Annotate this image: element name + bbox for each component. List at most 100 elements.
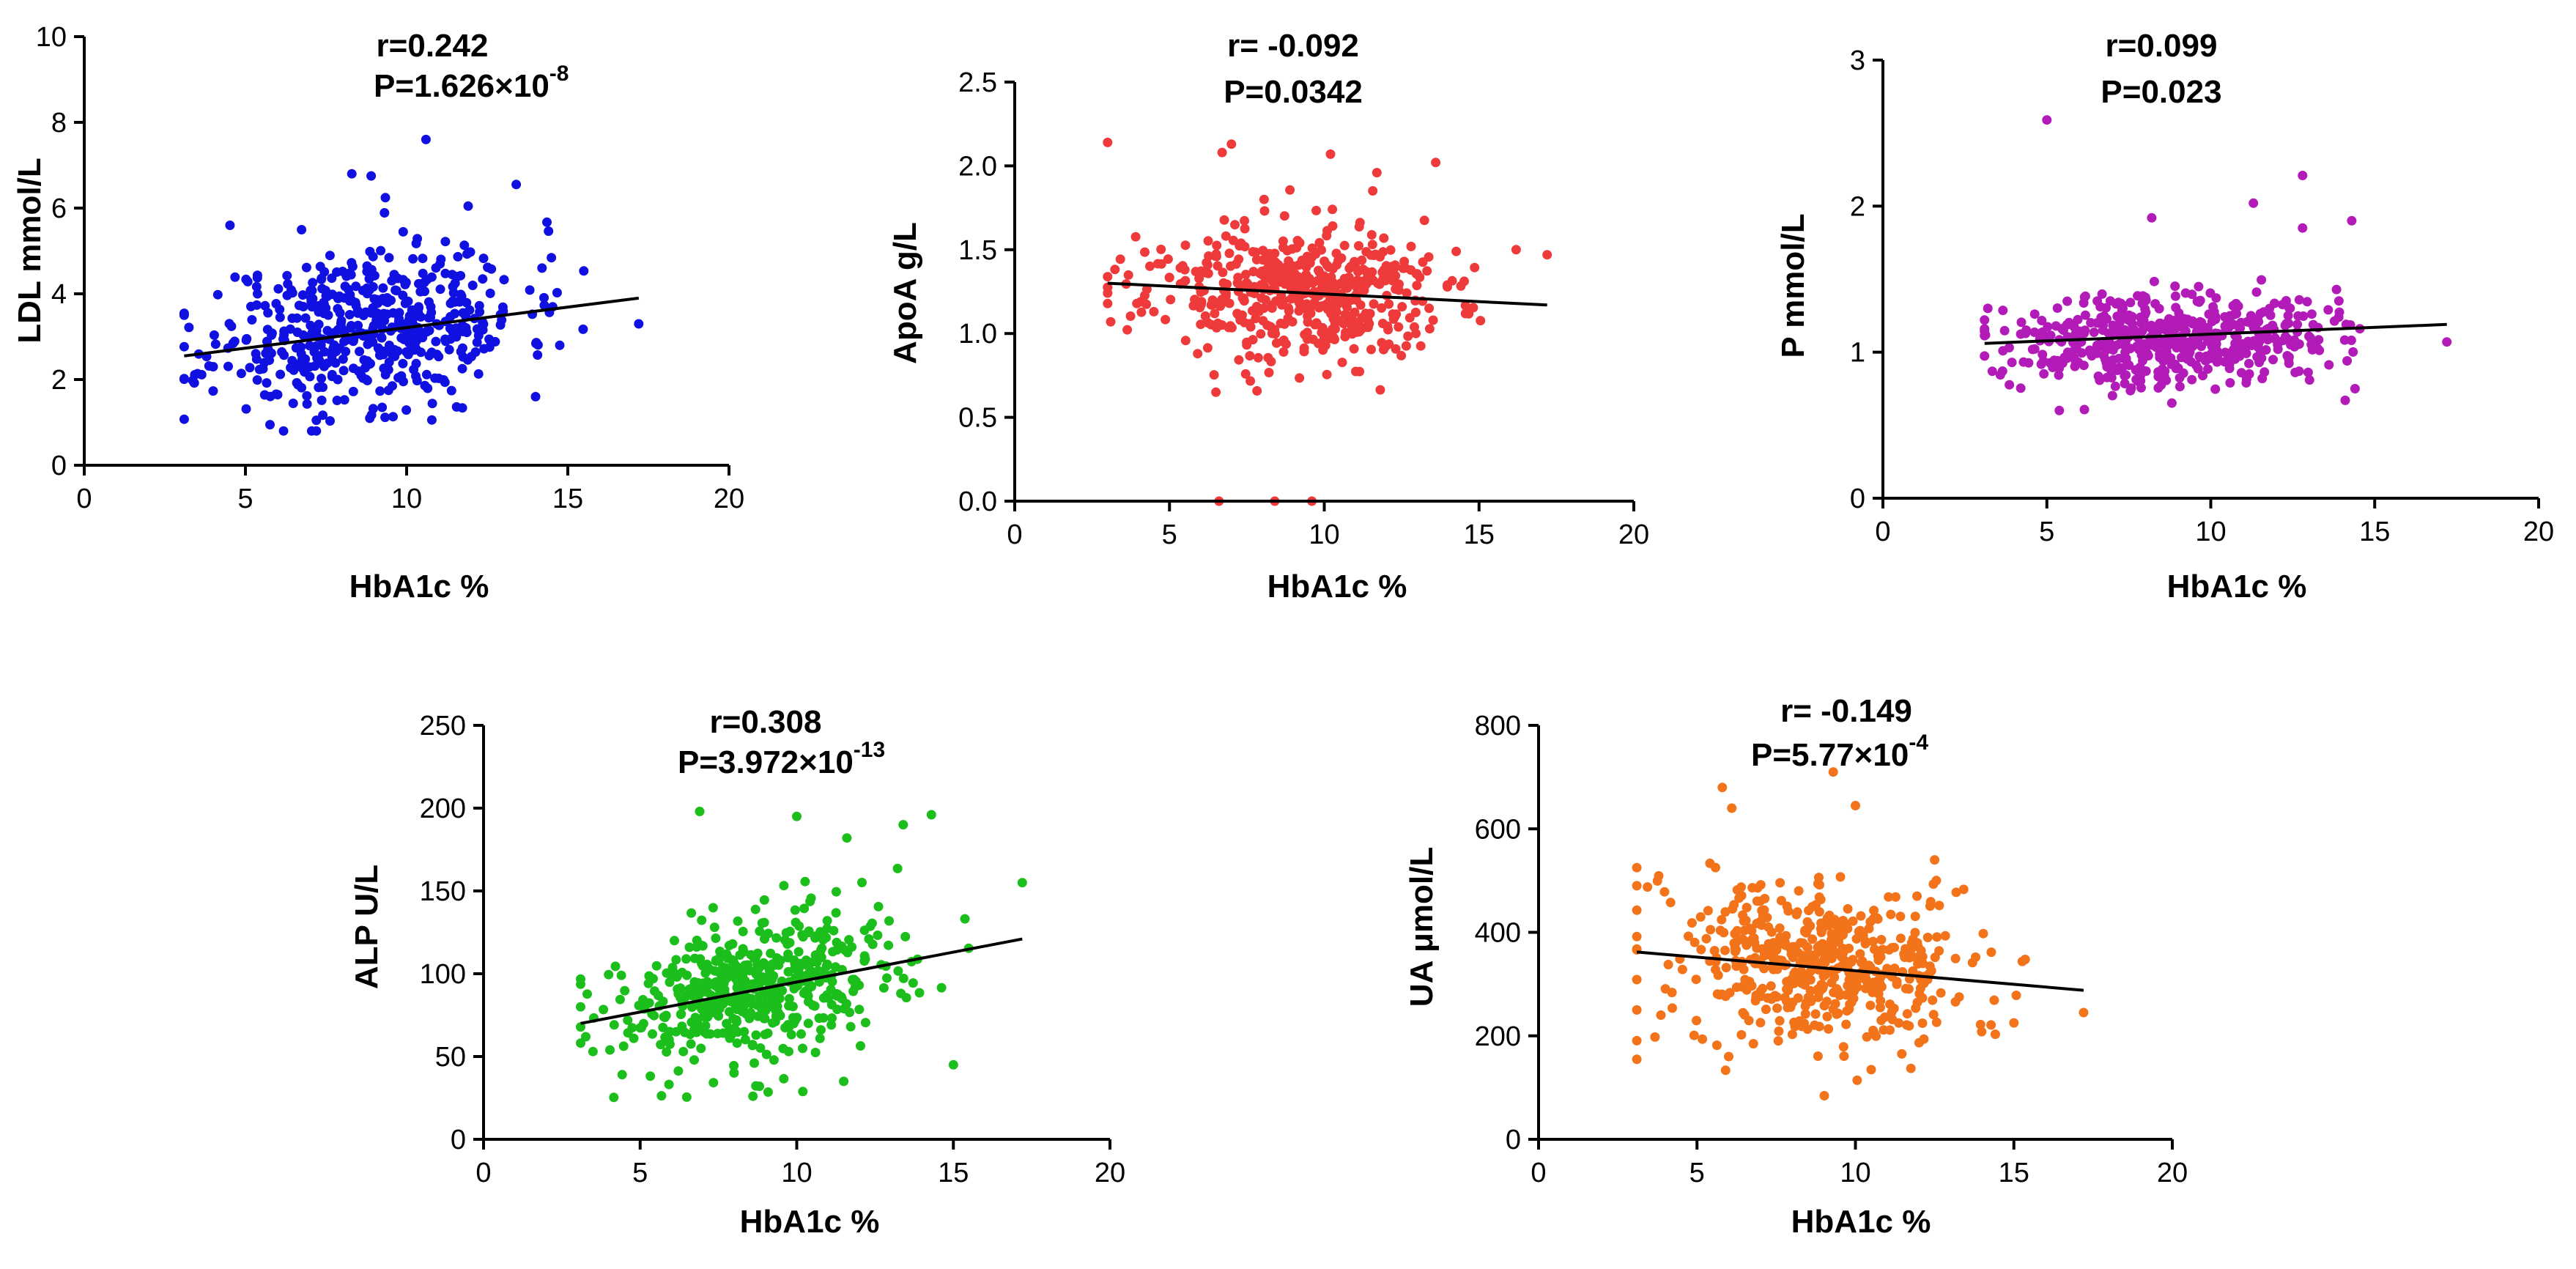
data-point-apoa xyxy=(1125,311,1136,321)
data-point-apoa xyxy=(1285,185,1295,195)
data-point-apoa xyxy=(1276,318,1286,328)
data-point-alp xyxy=(792,1013,802,1023)
data-point-apoa xyxy=(1259,303,1269,314)
data-point-ldl xyxy=(254,364,264,374)
y-tick-label-ldl: 2 xyxy=(51,365,67,396)
data-point-ldl xyxy=(485,288,495,298)
data-point-ldl xyxy=(275,369,286,380)
data-point-p xyxy=(2007,358,2017,368)
stat-p-exp-alp: -13 xyxy=(854,738,885,762)
data-point-ua xyxy=(1925,897,1936,907)
data-point-p xyxy=(2346,336,2356,345)
stat-p-p: P=0.023 xyxy=(2101,74,2221,110)
data-point-alp xyxy=(761,1049,771,1059)
data-point-p xyxy=(1980,315,1990,325)
data-point-ldl xyxy=(279,350,289,360)
data-point-ua xyxy=(1796,938,1805,948)
data-point-ua xyxy=(1890,942,1899,952)
data-point-ua xyxy=(1848,916,1858,926)
data-point-ldl xyxy=(412,376,422,385)
y-tick-label-ua: 0 xyxy=(1506,1125,1521,1155)
data-point-alp xyxy=(620,985,630,996)
data-point-p xyxy=(2350,384,2360,393)
data-point-p xyxy=(2235,323,2246,333)
data-point-alp xyxy=(867,918,877,928)
data-point-p xyxy=(2244,358,2254,369)
x-axis-title-alp: HbA1c % xyxy=(740,1204,880,1240)
data-point-ldl xyxy=(483,262,493,273)
data-point-ua xyxy=(1632,931,1642,941)
data-point-p xyxy=(2347,215,2357,226)
data-point-ua xyxy=(1772,964,1783,974)
data-point-apoa xyxy=(1299,343,1309,353)
data-point-apoa xyxy=(1292,235,1303,245)
data-point-ua xyxy=(1851,801,1860,810)
data-point-ua xyxy=(1806,966,1816,976)
data-point-ldl xyxy=(400,298,410,308)
data-point-apoa xyxy=(1311,205,1321,215)
data-point-apoa xyxy=(1377,303,1387,313)
data-point-apoa xyxy=(1259,194,1269,204)
stat-r-apoa: r= -0.092 xyxy=(1227,28,1359,64)
data-point-ldl xyxy=(444,344,454,355)
y-tick-label-p: 1 xyxy=(1850,338,1865,369)
data-point-ua xyxy=(1797,978,1807,988)
data-point-ldl xyxy=(348,336,358,347)
y-tick-label-p: 2 xyxy=(1850,191,1865,222)
data-point-ua xyxy=(1928,1010,1939,1020)
data-point-ua xyxy=(1838,930,1848,940)
data-point-ua xyxy=(1841,1019,1851,1029)
data-point-apoa xyxy=(1431,158,1441,168)
data-point-apoa xyxy=(1320,340,1330,350)
data-point-ldl xyxy=(383,385,393,396)
y-axis-title-ua: UA μmol/L xyxy=(1404,847,1440,1007)
data-point-alp xyxy=(689,1055,699,1065)
x-tick-label-apoa: 20 xyxy=(1618,519,1649,550)
data-point-ldl xyxy=(179,414,189,424)
data-point-ldl xyxy=(297,290,308,300)
data-point-apoa xyxy=(1203,318,1213,328)
data-point-apoa xyxy=(1228,235,1238,245)
data-point-ua xyxy=(1689,937,1700,947)
data-point-ua xyxy=(1926,966,1936,976)
data-point-alp xyxy=(768,1018,778,1028)
data-point-ua xyxy=(1799,1018,1810,1029)
data-point-alp xyxy=(774,994,785,1004)
data-point-alp xyxy=(730,1025,741,1035)
data-point-alp xyxy=(837,994,846,1003)
data-point-p xyxy=(2282,333,2292,344)
data-point-apoa xyxy=(1156,244,1166,254)
data-point-p xyxy=(2324,360,2334,370)
data-point-ua xyxy=(1936,988,1946,998)
data-point-p xyxy=(2107,391,2117,401)
data-point-apoa xyxy=(1451,246,1462,256)
data-point-ldl xyxy=(394,314,404,324)
data-point-apoa xyxy=(1222,279,1232,289)
data-point-p xyxy=(2198,371,2207,381)
data-point-ua xyxy=(1917,993,1928,1003)
regression-line-ua xyxy=(1636,950,2084,992)
data-point-alp xyxy=(629,1033,639,1043)
data-point-alp xyxy=(690,1013,700,1023)
data-point-ua xyxy=(1857,958,1866,968)
data-point-apoa xyxy=(1163,254,1173,264)
data-point-ua xyxy=(1838,916,1848,925)
data-point-apoa xyxy=(1218,267,1228,278)
data-point-ldl xyxy=(380,316,390,326)
data-point-apoa xyxy=(1402,288,1412,298)
data-point-ldl xyxy=(457,363,467,374)
data-point-ua xyxy=(1832,984,1842,994)
data-point-ua xyxy=(1774,1015,1785,1026)
data-point-alp xyxy=(755,1043,766,1053)
data-point-alp xyxy=(878,983,889,993)
data-point-alp xyxy=(722,1018,732,1029)
data-point-p xyxy=(2249,321,2259,331)
data-point-ua xyxy=(1826,935,1836,945)
scatter-points-apoa xyxy=(1103,137,1552,506)
data-point-ua xyxy=(1934,900,1944,911)
data-point-p xyxy=(2117,363,2127,373)
data-point-apoa xyxy=(1470,262,1480,273)
y-tick-label-ldl: 0 xyxy=(51,451,67,481)
data-point-ua xyxy=(1780,940,1791,950)
